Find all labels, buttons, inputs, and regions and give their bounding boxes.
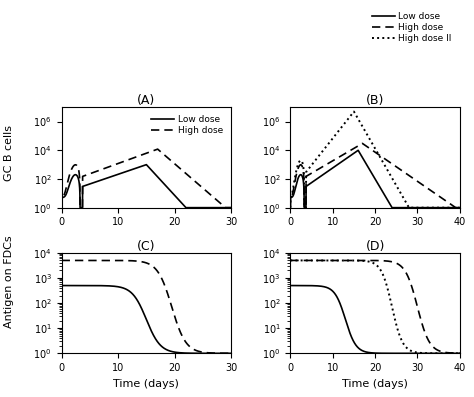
Text: GC B cells: GC B cells [4,125,15,181]
Title: (B): (B) [366,94,384,107]
Title: (A): (A) [137,94,155,107]
Legend: Low dose, High dose: Low dose, High dose [148,112,227,139]
Text: Antigen on FDCs: Antigen on FDCs [4,235,15,328]
X-axis label: Time (days): Time (days) [342,379,408,389]
Title: (C): (C) [137,240,155,253]
Title: (D): (D) [365,240,385,253]
X-axis label: Time (days): Time (days) [113,379,179,389]
Legend: Low dose, High dose, High dose II: Low dose, High dose, High dose II [368,8,455,46]
